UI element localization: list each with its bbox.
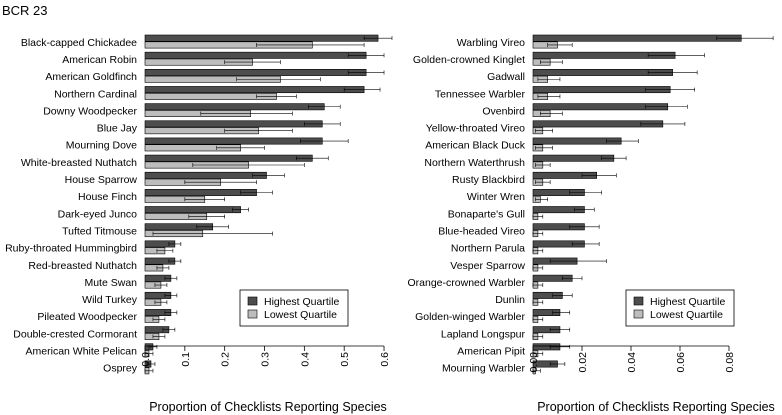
bar-highest-quartile (144, 154, 313, 162)
bar-highest-quartile (144, 189, 257, 196)
category-label: Mourning Warbler (442, 363, 526, 375)
x-tick-label: 0.6 (379, 352, 391, 367)
x-tick-label: 0.4 (299, 352, 311, 367)
category-label: Pileated Woodpecker (37, 311, 137, 323)
x-tick-label: 0.2 (220, 352, 232, 367)
category-label: Lapland Longspur (441, 328, 526, 340)
category-label: Blue Jay (97, 123, 138, 135)
category-label: Warbling Vireo (457, 37, 525, 49)
category-label: Downy Woodpecker (43, 105, 137, 117)
bar-highest-quartile (144, 34, 379, 42)
category-label: Yellow-throated Vireo (426, 123, 525, 135)
x-axis-title: Proportion of Checklists Reporting Speci… (149, 400, 387, 414)
bar-highest-quartile (144, 69, 367, 76)
category-label: Dark-eyed Junco (58, 208, 138, 220)
x-tick-label: 0.04 (626, 352, 638, 373)
category-label: American Black Duck (425, 140, 526, 152)
x-tick-label: 0.08 (724, 352, 736, 373)
x-tick-label: 0.02 (577, 352, 589, 373)
category-label: Rusty Blackbird (452, 174, 525, 186)
category-label: Northern Waterthrush (424, 157, 525, 169)
category-label: Northern Parula (451, 243, 525, 255)
bar-highest-quartile (144, 103, 325, 111)
category-label: Double-crested Cormorant (13, 328, 137, 340)
legend-label: Highest Quartile (264, 296, 339, 308)
chart-right: Warbling Vireo Golden-crowned Kinglet Gadw… (408, 34, 775, 414)
legend-label: Highest Quartile (650, 296, 725, 308)
category-label: American Robin (62, 54, 137, 66)
legend-label: Lowest Quartile (264, 309, 337, 321)
category-label: Black-capped Chickadee (21, 37, 137, 49)
category-label: Tennessee Warbler (435, 88, 526, 100)
x-tick-label: 0.0 (140, 352, 152, 367)
x-axis-title: Proportion of Checklists Reporting Speci… (537, 400, 775, 414)
bar-highest-quartile (144, 206, 241, 214)
category-label: Gadwall (487, 71, 525, 83)
legend-swatch-lowest (633, 309, 644, 319)
category-label: White-breasted Nuthatch (21, 157, 137, 169)
category-label: Bonaparte's Gull (448, 208, 525, 220)
category-label: Dunlin (495, 294, 525, 306)
legend-swatch-lowest (247, 309, 258, 319)
category-label: Mourning Dove (66, 140, 137, 152)
bar-highest-quartile (144, 51, 367, 59)
category-label: Winter Wren (467, 191, 525, 203)
category-label: Vesper Sparrow (450, 260, 525, 272)
legend-swatch-highest (247, 296, 258, 306)
category-label: Tufted Titmouse (62, 225, 137, 237)
category-label: Northern Cardinal (54, 88, 137, 100)
x-tick-label: 0.00 (528, 352, 540, 373)
category-label: Golden-crowned Kinglet (413, 54, 525, 66)
category-label: Osprey (103, 363, 138, 375)
legend-swatch-highest (633, 296, 644, 306)
legend-label: Lowest Quartile (650, 309, 723, 321)
bar-highest-quartile (532, 34, 742, 42)
legend-box (625, 289, 735, 327)
x-tick-label: 0.1 (180, 352, 192, 367)
x-tick-label: 0.3 (260, 352, 272, 367)
bar-highest-quartile (144, 137, 323, 145)
category-label: Orange-crowned Warbler (408, 277, 526, 289)
figure-title: BCR 23 (2, 3, 48, 18)
category-label: Ruby-throated Hummingbird (5, 243, 137, 255)
category-label: American Pipit (457, 346, 525, 358)
chart-left: Black-capped Chickadee American Robin Amer… (5, 34, 393, 414)
x-tick-label: 0.06 (675, 352, 687, 373)
legend-box (239, 289, 349, 327)
category-label: Ovenbird (482, 105, 525, 117)
x-tick-label: 0.5 (339, 352, 351, 367)
category-label: House Finch (78, 191, 137, 203)
category-label: House Sparrow (65, 174, 138, 186)
category-label: Golden-winged Warbler (415, 311, 525, 323)
category-label: Mute Swan (84, 277, 137, 289)
category-label: Blue-headed Vireo (438, 225, 525, 237)
category-label: American White Pelican (26, 346, 138, 358)
bar-highest-quartile (144, 86, 365, 94)
bar-highest-quartile (144, 120, 323, 128)
category-label: Wild Turkey (82, 294, 138, 306)
category-label: American Goldfinch (45, 71, 137, 83)
category-label: Red-breasted Nuthatch (28, 260, 137, 272)
bar-highest-quartile (144, 171, 267, 179)
